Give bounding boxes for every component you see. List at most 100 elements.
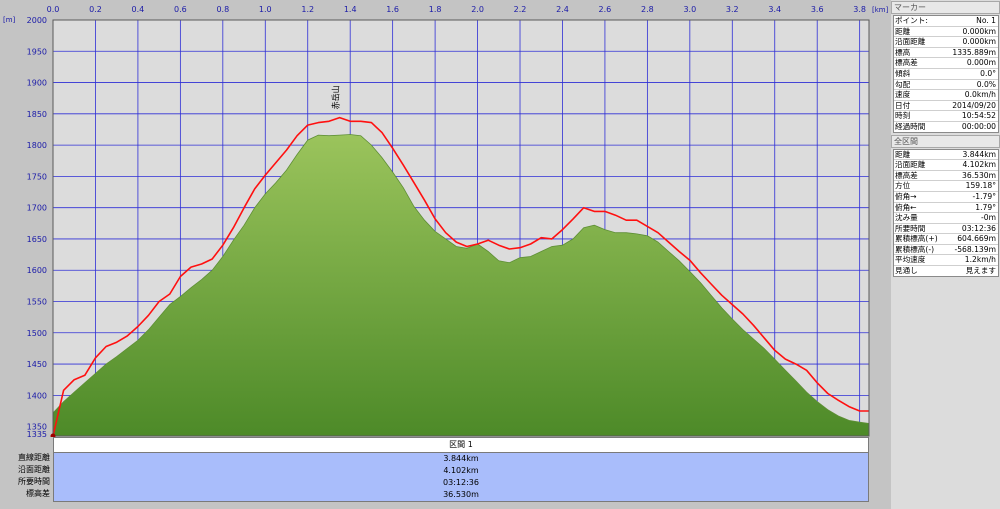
y-tick-label: 1600 — [27, 266, 47, 275]
total-row: 俯角→ -1.79° — [894, 192, 998, 203]
total-row-value: 1.2km/h — [964, 255, 996, 265]
total-row-value: 604.669m — [957, 234, 996, 244]
marker-row-value: 10:54:52 — [961, 111, 996, 121]
marker-row: 標高 1335.889m — [894, 48, 998, 59]
total-row-value: -1.79° — [972, 191, 996, 201]
peak-annotation: 赤岳山 — [330, 85, 340, 109]
marker-row-key: 速度 — [895, 90, 911, 100]
segment-row-label: 直線距離 — [18, 453, 50, 462]
x-tick-label: 3.4 — [768, 5, 781, 14]
x-tick-label: 2.0 — [471, 5, 484, 14]
x-tick-label: 0.2 — [89, 5, 102, 14]
marker-row-key: 時刻 — [895, 111, 911, 121]
segment-row-label: 標高差 — [26, 489, 50, 498]
total-row-value: 見えます — [965, 266, 996, 276]
total-row-key: 距離 — [895, 149, 911, 159]
route-line — [52, 116, 869, 437]
x-tick-label: 0.0 — [47, 5, 60, 14]
x-tick-label: 3.8 — [853, 5, 866, 14]
marker-row-key: 標高 — [895, 47, 911, 57]
marker-row-key: 経過時間 — [895, 121, 926, 131]
total-row-value: 36.530m — [962, 170, 996, 180]
y-tick-label: 1950 — [27, 47, 47, 56]
segment-values: 3.844km 4.102km 03:12:36 36.530m — [53, 453, 869, 502]
total-row-value: 1.79° — [975, 202, 996, 212]
x-tick-label: 0.8 — [216, 5, 229, 14]
route-line-series — [52, 116, 869, 437]
marker-row: 日付 2014/09/20 — [894, 101, 998, 112]
marker-row-value: 00:00:00 — [961, 121, 996, 131]
y-tick-label: 1500 — [27, 329, 47, 338]
total-row: 累積標高(-) -568.139m — [894, 245, 998, 256]
y-tick-label: 2000 — [27, 16, 47, 25]
marker-row-value: 0.000km — [962, 37, 996, 47]
segment-row-label: 沿面距離 — [18, 465, 50, 474]
marker-table: ポイント: No. 1 距離 0.000km 沿面距離 0.000km 標高 1335.889… — [893, 15, 999, 133]
x-tick-label: 1.2 — [301, 5, 314, 14]
total-row-key: 方位 — [895, 181, 911, 191]
marker-row-value: 0.0% — [976, 79, 996, 89]
segment-row-label: 所要時間 — [18, 477, 50, 486]
total-row: 沿面距離 4.102km — [894, 160, 998, 171]
segment-table: 区間 1 3.844km 4.102km 03:12:36 36.530m — [53, 437, 869, 502]
marker-row: 傾斜 0.0° — [894, 69, 998, 80]
y-tick-label: 1650 — [27, 235, 47, 244]
peak-label: 赤岳山 — [330, 85, 340, 109]
total-row-value: 03:12:36 — [961, 223, 996, 233]
x-tick-label: 2.4 — [556, 5, 569, 14]
terrain-area-series — [52, 134, 870, 437]
total-row: 所要時間 03:12:36 — [894, 224, 998, 235]
y-tick-label: 1350 — [27, 423, 47, 432]
marker-row: 距離 0.000km — [894, 27, 998, 38]
total-row-key: 俯角← — [895, 202, 917, 212]
x-tick-label: 0.6 — [174, 5, 187, 14]
marker-row-value: 2014/09/20 — [952, 100, 996, 110]
total-row-key: 見通し — [895, 266, 918, 276]
total-table: 距離 3.844km 沿面距離 4.102km 標高差 36.530m 方位 159.18° 俯… — [893, 148, 999, 277]
terrain-area — [52, 134, 870, 437]
x-tick-label: 1.8 — [429, 5, 442, 14]
marker-row-value: 0.000m — [966, 58, 996, 68]
elevation-profile-chart[interactable]: 0.0 0.2 0.4 0.6 0.8 1.0 1.2 1.4 1.6 1.8 2.0 2.2 2.4 2… — [0, 0, 890, 437]
marker-row-key: 傾斜 — [895, 68, 911, 78]
marker-row-key: 沿面距離 — [895, 37, 926, 47]
info-panel: マーカー ポイント: No. 1 距離 0.000km 沿面距離 0.000km 標高 133… — [891, 0, 1000, 509]
segment-row-value: 03:12:36 — [443, 478, 479, 487]
marker-row-value: 0.0km/h — [964, 90, 996, 100]
marker-row-value: No. 1 — [976, 16, 996, 25]
start-marker[interactable] — [50, 433, 56, 438]
marker-row: 速度 0.0km/h — [894, 90, 998, 101]
total-row-value: 4.102km — [962, 160, 996, 170]
plot-border — [52, 19, 870, 437]
total-row-key: 所要時間 — [895, 223, 926, 233]
marker-row-key: 日付 — [895, 100, 911, 110]
x-tick-label: 1.6 — [386, 5, 399, 14]
y-tick-label: 1750 — [27, 172, 47, 181]
marker-section-title: マーカー — [891, 1, 1000, 14]
total-row-key: 沈み量 — [895, 213, 918, 223]
segment-labels: 直線距離沿面距離所要時間標高差 — [0, 452, 52, 500]
x-tick-label: 2.2 — [514, 5, 527, 14]
y-axis-ticks: 2000 1950 1900 1850 1800 1750 1700 1650 1600 1550… — [27, 16, 47, 437]
total-row: 距離 3.844km — [894, 150, 998, 161]
total-row: 方位 159.18° — [894, 181, 998, 192]
y-tick-label: 1800 — [27, 141, 47, 150]
marker-row-key: 標高差 — [895, 58, 918, 68]
total-row: 俯角← 1.79° — [894, 203, 998, 214]
total-row: 沈み量 -0m — [894, 213, 998, 224]
marker-row-value: 0.000km — [962, 26, 996, 36]
marker-row-key: 勾配 — [895, 79, 911, 89]
total-row-key: 累積標高(-) — [895, 244, 935, 254]
y-tick-label: 1850 — [27, 110, 47, 119]
marker-row: 時刻 10:54:52 — [894, 111, 998, 122]
total-row-key: 沿面距離 — [895, 160, 926, 170]
total-row: 累積標高(+) 604.669m — [894, 234, 998, 245]
total-row-value: 159.18° — [965, 181, 996, 191]
segment-header[interactable]: 区間 1 — [53, 437, 869, 453]
total-row-key: 俯角→ — [895, 191, 917, 201]
total-row: 平均速度 1.2km/h — [894, 255, 998, 267]
marker-row: ポイント: No. 1 — [894, 16, 998, 27]
x-axis-ticks: 0.0 0.2 0.4 0.6 0.8 1.0 1.2 1.4 1.6 1.8 2.0 2.2 2.4 2… — [47, 5, 866, 14]
marker-row: 標高差 0.000m — [894, 58, 998, 69]
marker-row-key: ポイント: — [895, 16, 928, 25]
